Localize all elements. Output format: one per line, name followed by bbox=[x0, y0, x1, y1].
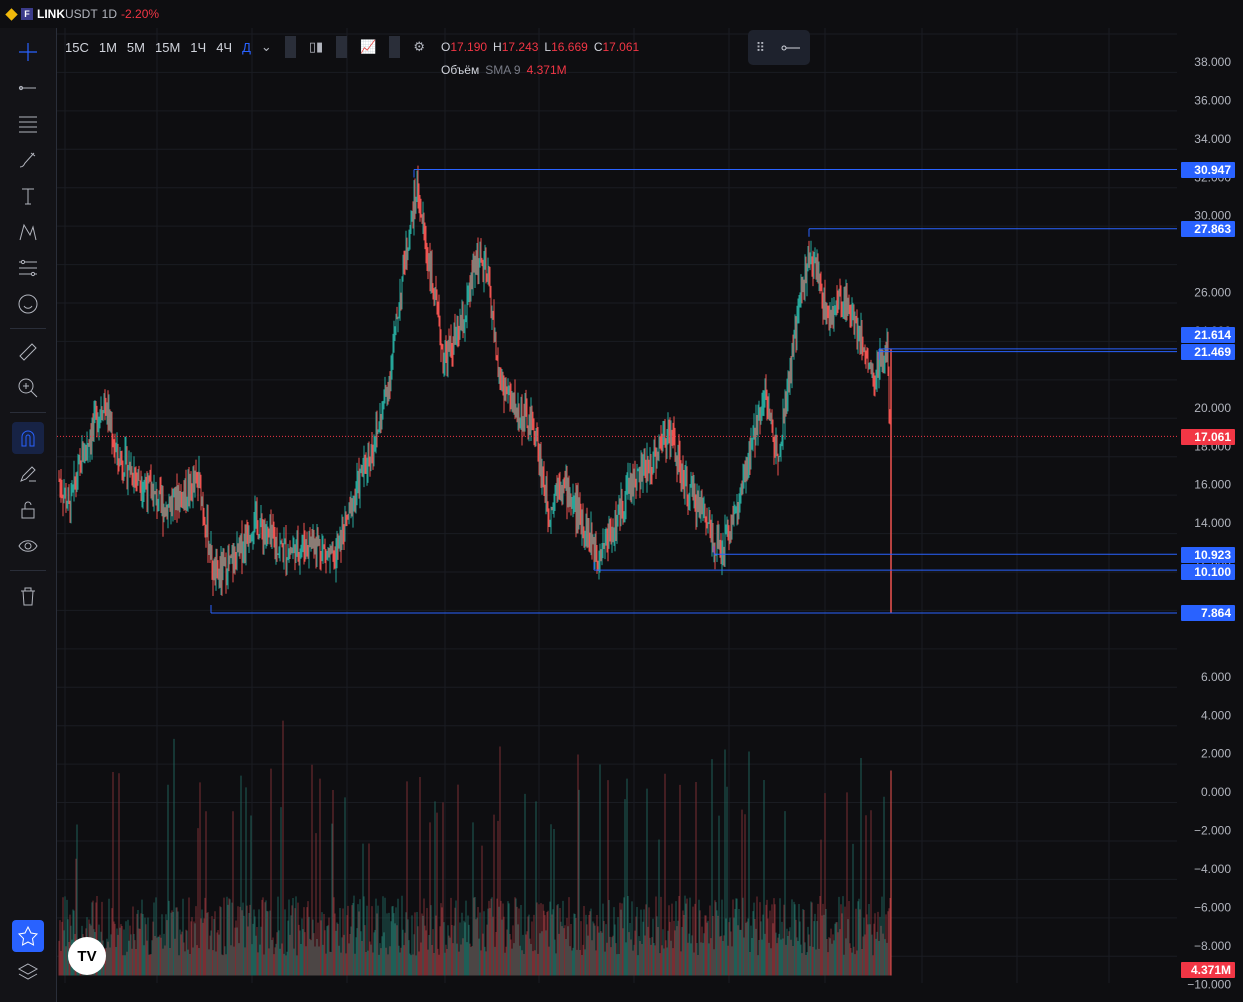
level-badge bbox=[1181, 547, 1235, 563]
forecast-icon[interactable] bbox=[12, 252, 44, 284]
symbol-quote: USDT bbox=[65, 7, 98, 21]
price-axis[interactable]: 38.00036.00034.00032.00030.00026.00024.0… bbox=[1177, 28, 1243, 1002]
price-tick: 34.000 bbox=[1194, 132, 1231, 146]
toolbar-divider bbox=[389, 36, 401, 58]
toolbar-divider bbox=[284, 36, 296, 58]
interval-5[interactable]: 4Ч bbox=[216, 39, 233, 55]
floating-drawing-widget[interactable]: ⠿ bbox=[748, 30, 810, 65]
toolbar-divider bbox=[10, 328, 46, 329]
line-tool-icon[interactable] bbox=[780, 43, 802, 53]
level-badge bbox=[1181, 162, 1235, 178]
price-tick: 16.000 bbox=[1194, 478, 1231, 492]
layers-icon[interactable] bbox=[12, 956, 44, 988]
ohlc-legend: O17.190 H17.243 L16.669 C17.061 bbox=[441, 40, 645, 54]
level-badge bbox=[1181, 564, 1235, 580]
eye-icon[interactable] bbox=[12, 530, 44, 562]
fib-icon[interactable] bbox=[12, 108, 44, 140]
level-badge bbox=[1181, 221, 1235, 237]
price-tick: 6.000 bbox=[1201, 670, 1231, 684]
volume-label: Объём bbox=[441, 63, 480, 77]
settings-icon[interactable]: ⚙ bbox=[413, 39, 425, 54]
last-price-badge-text: 17.061 bbox=[1194, 430, 1231, 444]
emoji-icon[interactable] bbox=[12, 288, 44, 320]
price-tick: −4.000 bbox=[1194, 862, 1231, 876]
level-badge bbox=[1181, 344, 1235, 360]
crosshair-icon[interactable] bbox=[12, 36, 44, 68]
open-label: O bbox=[441, 40, 451, 54]
volume-value: 4.371M bbox=[526, 63, 567, 77]
level-badge bbox=[1181, 327, 1235, 343]
price-tick: 20.000 bbox=[1194, 401, 1231, 415]
level-badge-text: 7.864 bbox=[1201, 606, 1231, 620]
volume-legend: Объём SMA 9 4.371M bbox=[441, 63, 567, 77]
change-percent: -2.20% bbox=[121, 7, 160, 21]
toolbar-divider bbox=[10, 570, 46, 571]
indicators-icon[interactable]: 📈 bbox=[360, 39, 377, 54]
candles-icon[interactable]: ▯▮ bbox=[308, 39, 324, 54]
text-icon[interactable] bbox=[12, 180, 44, 212]
star-icon[interactable] bbox=[12, 920, 44, 952]
zoom-icon[interactable] bbox=[12, 372, 44, 404]
volume-badge bbox=[1181, 962, 1235, 978]
pattern-icon[interactable] bbox=[12, 216, 44, 248]
volume-sma: SMA 9 bbox=[485, 63, 521, 77]
level-badge-text: 27.863 bbox=[1194, 222, 1231, 236]
trash-icon[interactable] bbox=[12, 580, 44, 612]
interval-1[interactable]: 1М bbox=[98, 39, 117, 55]
price-tick: 14.000 bbox=[1194, 516, 1231, 530]
level-badge-text: 21.614 bbox=[1194, 328, 1231, 342]
price-tick: 36.000 bbox=[1194, 93, 1231, 107]
open-value: 17.190 bbox=[450, 40, 488, 54]
close-label: C bbox=[593, 40, 603, 54]
futures-badge: F bbox=[21, 8, 33, 20]
symbol-name: LINK bbox=[37, 7, 65, 21]
price-tick: −8.000 bbox=[1194, 939, 1231, 953]
volume-badge-text: 4.371M bbox=[1191, 963, 1231, 977]
price-tick: 30.000 bbox=[1194, 209, 1231, 223]
toolbar-divider bbox=[336, 36, 348, 58]
level-badge-text: 10.923 bbox=[1194, 548, 1231, 562]
level-badge-text: 21.469 bbox=[1194, 345, 1231, 359]
chevron-down-icon[interactable]: ⌄ bbox=[260, 39, 272, 54]
interval-4[interactable]: 1Ч bbox=[190, 39, 207, 55]
drawing-toolbar bbox=[0, 28, 57, 1002]
price-tick: −6.000 bbox=[1194, 900, 1231, 914]
price-tick: 0.000 bbox=[1201, 785, 1231, 799]
level-badge-text: 10.100 bbox=[1194, 565, 1231, 579]
timeframe-label: 1D bbox=[101, 7, 118, 21]
drag-handle-icon[interactable]: ⠿ bbox=[755, 39, 766, 55]
toolbar-divider bbox=[10, 412, 46, 413]
magnet-icon[interactable] bbox=[12, 422, 44, 454]
level-badge-text: 30.947 bbox=[1194, 163, 1231, 177]
binance-icon bbox=[5, 7, 18, 21]
tradingview-logo: TV bbox=[68, 937, 106, 975]
price-tick: 2.000 bbox=[1201, 747, 1231, 761]
low-value: 16.669 bbox=[551, 40, 588, 54]
chart-toolbar: 15С 1М 5М 15М 1Ч 4Ч Д ⌄ ▯▮ 📈 ⚙ bbox=[60, 32, 430, 62]
symbol-header[interactable]: F LINK USDT 1D -2.20% bbox=[5, 7, 160, 21]
low-label: L bbox=[544, 40, 552, 54]
keep-drawing-icon[interactable] bbox=[12, 458, 44, 490]
high-label: H bbox=[493, 40, 502, 54]
ruler-icon[interactable] bbox=[12, 336, 44, 368]
level-badge bbox=[1181, 605, 1235, 621]
price-tick: 38.000 bbox=[1194, 55, 1231, 69]
interval-2[interactable]: 5М bbox=[126, 39, 145, 55]
price-tick: −10.000 bbox=[1187, 977, 1231, 991]
price-tick: 4.000 bbox=[1201, 708, 1231, 722]
price-chart[interactable]: айИюлСенНоя2025МарМайИюлСенНоя2026Мар bbox=[57, 28, 1177, 983]
interval-6[interactable]: Д bbox=[242, 39, 251, 55]
trend-line-icon[interactable] bbox=[12, 72, 44, 104]
close-value: 17.061 bbox=[602, 40, 640, 54]
interval-3[interactable]: 15М bbox=[154, 39, 181, 55]
high-value: 17.243 bbox=[501, 40, 539, 54]
brush-icon[interactable] bbox=[12, 144, 44, 176]
lock-icon[interactable] bbox=[12, 494, 44, 526]
top-bar: F LINK USDT 1D -2.20% bbox=[0, 0, 1243, 28]
price-tick: −2.000 bbox=[1194, 824, 1231, 838]
last-price-badge bbox=[1181, 429, 1235, 445]
interval-0[interactable]: 15С bbox=[65, 39, 89, 55]
price-tick: 26.000 bbox=[1194, 286, 1231, 300]
